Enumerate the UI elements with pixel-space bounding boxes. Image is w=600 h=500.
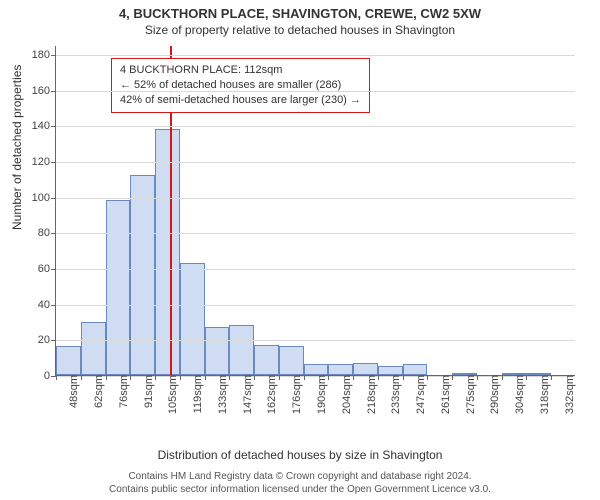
x-tick-label: 133sqm	[213, 375, 229, 414]
x-tick-label: 233sqm	[386, 375, 402, 414]
bar	[106, 200, 131, 375]
x-tick-label: 176sqm	[287, 375, 303, 414]
x-tick-mark	[155, 375, 156, 380]
y-tick-mark	[51, 55, 56, 56]
grid-line	[56, 305, 575, 306]
y-tick-mark	[51, 162, 56, 163]
grid-line	[56, 55, 575, 56]
x-tick-label: 91sqm	[139, 375, 155, 408]
y-tick-mark	[51, 305, 56, 306]
grid-line	[56, 269, 575, 270]
footer-line2: Contains public sector information licen…	[0, 483, 600, 496]
x-tick-label: 275sqm	[461, 375, 477, 414]
y-tick-mark	[51, 340, 56, 341]
grid-line	[56, 126, 575, 127]
footer: Contains HM Land Registry data © Crown c…	[0, 470, 600, 496]
x-tick-label: 204sqm	[337, 375, 353, 414]
x-tick-mark	[452, 375, 453, 380]
x-tick-label: 318sqm	[535, 375, 551, 414]
x-tick-mark	[56, 375, 57, 380]
grid-line	[56, 340, 575, 341]
plot-area: 4 BUCKTHORN PLACE: 112sqm ← 52% of detac…	[55, 46, 575, 376]
bar	[56, 346, 81, 375]
y-tick-mark	[51, 233, 56, 234]
x-tick-label: 290sqm	[485, 375, 501, 414]
annotation-line1: 4 BUCKTHORN PLACE: 112sqm	[120, 63, 361, 78]
x-tick-mark	[205, 375, 206, 380]
x-tick-label: 190sqm	[312, 375, 328, 414]
x-tick-mark	[106, 375, 107, 380]
chart-title: 4, BUCKTHORN PLACE, SHAVINGTON, CREWE, C…	[0, 0, 600, 21]
annotation-line3: 42% of semi-detached houses are larger (…	[120, 93, 361, 108]
chart-area: 4 BUCKTHORN PLACE: 112sqm ← 52% of detac…	[55, 46, 575, 416]
x-tick-mark	[130, 375, 131, 380]
bar	[81, 322, 106, 376]
bar	[130, 175, 155, 375]
x-tick-mark	[81, 375, 82, 380]
grid-line	[56, 198, 575, 199]
bar	[279, 346, 304, 375]
bar	[180, 263, 205, 375]
x-tick-mark	[427, 375, 428, 380]
bar	[328, 364, 353, 375]
x-tick-mark	[403, 375, 404, 380]
x-tick-mark	[526, 375, 527, 380]
x-tick-mark	[353, 375, 354, 380]
y-tick-mark	[51, 91, 56, 92]
x-tick-mark	[551, 375, 552, 380]
bar	[155, 129, 180, 375]
bar	[353, 363, 378, 375]
bar	[403, 364, 428, 375]
x-tick-label: 105sqm	[163, 375, 179, 414]
grid-line	[56, 162, 575, 163]
x-tick-label: 218sqm	[362, 375, 378, 414]
x-tick-mark	[254, 375, 255, 380]
annotation-box: 4 BUCKTHORN PLACE: 112sqm ← 52% of detac…	[111, 58, 370, 113]
bar	[254, 345, 279, 375]
x-tick-mark	[477, 375, 478, 380]
x-tick-mark	[328, 375, 329, 380]
x-tick-label: 62sqm	[89, 375, 105, 408]
chart-container: 4, BUCKTHORN PLACE, SHAVINGTON, CREWE, C…	[0, 0, 600, 500]
x-tick-label: 304sqm	[510, 375, 526, 414]
x-tick-mark	[279, 375, 280, 380]
bar	[378, 366, 403, 375]
bar	[304, 364, 329, 375]
x-tick-label: 261sqm	[436, 375, 452, 414]
x-tick-mark	[180, 375, 181, 380]
x-tick-mark	[502, 375, 503, 380]
grid-line	[56, 91, 575, 92]
x-tick-label: 48sqm	[64, 375, 80, 408]
bar	[205, 327, 230, 375]
x-tick-label: 162sqm	[262, 375, 278, 414]
bar	[229, 325, 254, 375]
x-tick-mark	[229, 375, 230, 380]
x-tick-label: 247sqm	[411, 375, 427, 414]
footer-line1: Contains HM Land Registry data © Crown c…	[0, 470, 600, 483]
y-tick-mark	[51, 269, 56, 270]
y-axis-title: Number of detached properties	[10, 65, 24, 230]
y-tick-mark	[51, 198, 56, 199]
x-tick-label: 332sqm	[560, 375, 576, 414]
x-axis-title: Distribution of detached houses by size …	[0, 448, 600, 462]
y-tick-mark	[51, 126, 56, 127]
chart-subtitle: Size of property relative to detached ho…	[0, 21, 600, 41]
x-tick-mark	[304, 375, 305, 380]
x-tick-label: 147sqm	[238, 375, 254, 414]
x-tick-label: 119sqm	[188, 375, 204, 413]
grid-line	[56, 233, 575, 234]
x-tick-label: 76sqm	[114, 375, 130, 408]
x-tick-mark	[378, 375, 379, 380]
